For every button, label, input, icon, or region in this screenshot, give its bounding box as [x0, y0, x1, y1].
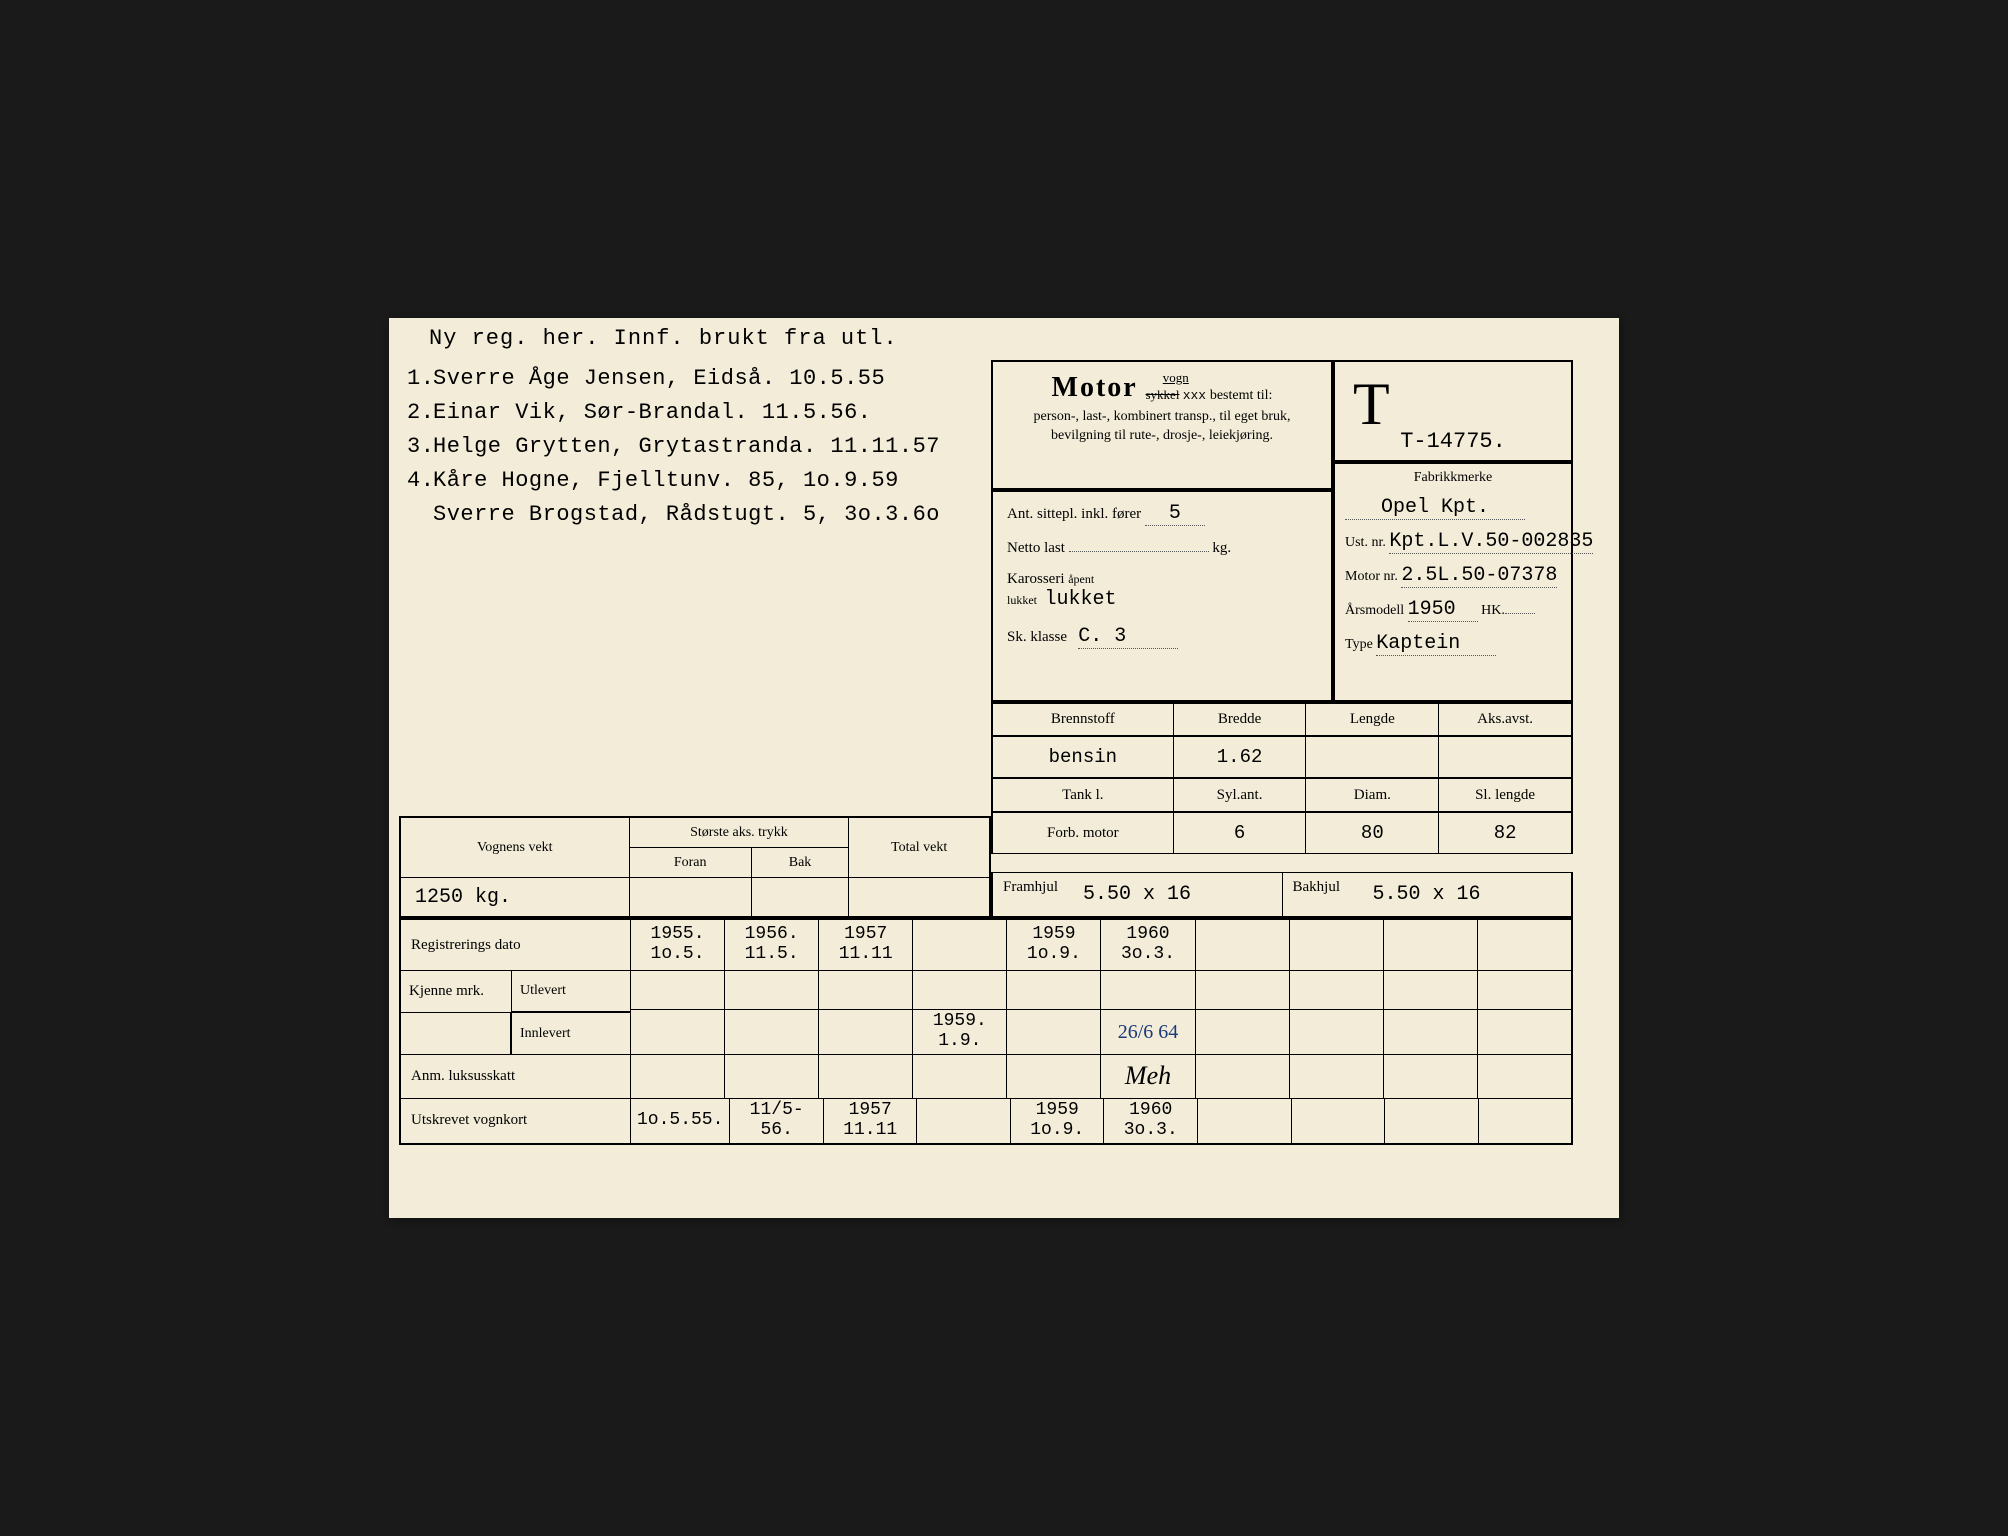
cell: 195711.11: [824, 1099, 918, 1143]
cell: [1384, 920, 1478, 970]
cell: 1955.1o.5.: [631, 920, 725, 970]
sl-lengde: 82: [1439, 812, 1573, 854]
karosseri: lukket: [1045, 588, 1117, 611]
cell: [631, 1055, 725, 1098]
ust-nr: Kpt.L.V.50-002835: [1389, 530, 1593, 554]
spec-grid: Brennstoff Bredde Lengde Aks.avst. bensi…: [991, 702, 1573, 854]
cell: [1478, 920, 1571, 970]
cell: 1959.1.9.: [913, 1010, 1007, 1054]
owners-list: 1.Sverre Åge Jensen, Eidså. 10.5.55 2.Ei…: [407, 362, 940, 532]
syl-ant: 6: [1174, 812, 1307, 854]
framhjul: 5.50 x 16: [1083, 883, 1191, 906]
cell: [1384, 1055, 1478, 1098]
cell: [1478, 1010, 1571, 1054]
cell: [1196, 971, 1290, 1009]
cell: [1290, 971, 1384, 1009]
cell: [1384, 971, 1478, 1009]
mid-box: Ant. sittepl. inkl. fører 5 Netto last k…: [991, 490, 1333, 702]
cell: [725, 1055, 819, 1098]
reg-dato-label: Registrerings dato: [401, 920, 631, 970]
cell: [631, 971, 725, 1009]
bredde: 1.62: [1174, 736, 1307, 778]
cell: [1292, 1099, 1386, 1143]
sk-klasse: C. 3: [1078, 625, 1178, 649]
tyres-row: Framhjul5.50 x 16 Bakhjul5.50 x 16: [991, 872, 1573, 918]
vognens-vekt: 1250 kg.: [400, 878, 629, 917]
fabrikk-box: Fabrikkmerke Opel Kpt. Ust. nr. Kpt.L.V.…: [1333, 462, 1573, 702]
header-note: Ny reg. her. Innf. brukt fra utl.: [429, 326, 898, 351]
brennstoff: bensin: [991, 736, 1174, 778]
cell: [1007, 1055, 1101, 1098]
cell: 19603o.3.: [1101, 920, 1195, 970]
cell: [1196, 1055, 1290, 1098]
cell: [1196, 920, 1290, 970]
type: Kaptein: [1376, 632, 1496, 656]
motor-title: Motor: [1052, 370, 1138, 406]
cell: [1478, 971, 1571, 1009]
cell: 11/5-56.: [730, 1099, 824, 1143]
cell: 1o.5.55.: [631, 1099, 730, 1143]
cell: [913, 920, 1007, 970]
cell: [1478, 1055, 1571, 1098]
motor-nr: 2.5L.50-07378: [1401, 564, 1557, 588]
cell: [1007, 971, 1101, 1009]
cell: [819, 1055, 913, 1098]
arsmodell: 1950: [1408, 598, 1478, 622]
anm-label: Anm. luksusskatt: [401, 1055, 631, 1098]
owner-row: 3.Helge Grytten, Grytastranda. 11.11.57: [407, 430, 940, 464]
cell: [1479, 1099, 1572, 1143]
weight-box: Vognens vekt Største aks. trykk Total ve…: [399, 816, 991, 918]
owner-row: 4.Kåre Hogne, Fjelltunv. 85, 1o.9.59: [407, 464, 940, 498]
cell: 26/6 64: [1101, 1010, 1195, 1054]
cell: 19591o.9.: [1011, 1099, 1105, 1143]
cell: [1196, 1010, 1290, 1054]
cell: [725, 1010, 819, 1054]
cell: [1198, 1099, 1292, 1143]
cell: [1290, 920, 1384, 970]
cell: 19591o.9.: [1007, 920, 1101, 970]
cell: 19603o.3.: [1104, 1099, 1198, 1143]
cell: [1384, 1010, 1478, 1054]
cell: [1101, 971, 1195, 1009]
cell: [913, 1055, 1007, 1098]
cell: [1007, 1010, 1101, 1054]
sitteplasser: 5: [1145, 502, 1205, 526]
fabrikk-merke: Opel Kpt.: [1345, 496, 1525, 520]
diam: 80: [1306, 812, 1439, 854]
reg-number: T-14775.: [1335, 429, 1571, 454]
cell: [1290, 1010, 1384, 1054]
cell: 1956.11.5.: [725, 920, 819, 970]
cell: Meh: [1101, 1055, 1195, 1098]
owner-row: 2.Einar Vik, Sør-Brandal. 11.5.56.: [407, 396, 940, 430]
registration-card: Ny reg. her. Innf. brukt fra utl. 1.Sver…: [389, 318, 1619, 1218]
cell: [917, 1099, 1011, 1143]
uts-label: Utskrevet vognkort: [401, 1099, 631, 1143]
cell: [1290, 1055, 1384, 1098]
cell: 195711.11: [819, 920, 913, 970]
bottom-grid: Registrerings dato 1955.1o.5.1956.11.5.1…: [399, 918, 1573, 1145]
motor-desc: person-, last-, kombinert transp., til e…: [1005, 408, 1319, 444]
owner-row: 1.Sverre Åge Jensen, Eidså. 10.5.55: [407, 362, 940, 396]
motor-box: Motor vogn sykkel xxx bestemt til: perso…: [991, 360, 1333, 490]
bakhjul: 5.50 x 16: [1373, 883, 1481, 906]
cell: [913, 971, 1007, 1009]
owner-row: Sverre Brogstad, Rådstugt. 5, 3o.3.6o: [407, 498, 940, 532]
reg-letter-box: T T-14775.: [1333, 360, 1573, 462]
cell: [1385, 1099, 1479, 1143]
cell: [819, 971, 913, 1009]
cell: [819, 1010, 913, 1054]
cell: [631, 1010, 725, 1054]
cell: [725, 971, 819, 1009]
